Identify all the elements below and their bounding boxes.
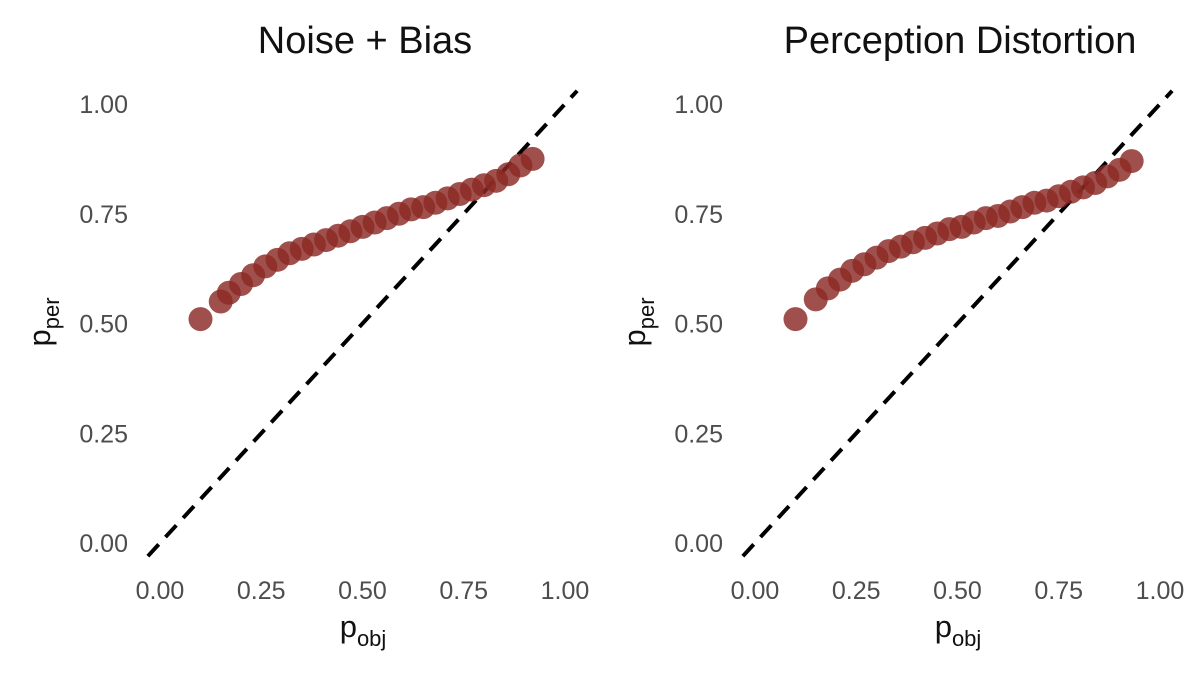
y-tick-label: 0.00	[79, 530, 128, 558]
data-point	[188, 307, 213, 332]
chart-panel-perception-distortion: Perception Distortion 0.00 0.25 0.50 0.75 1.0…	[595, 0, 1195, 675]
x-tick-label: 0.00	[731, 577, 780, 605]
y-tick-label: 0.25	[674, 420, 723, 448]
scatter-chart-perception-distortion: Perception Distortion 0.00 0.25 0.50 0.75 1.0…	[617, 20, 1185, 651]
chart-panel-noise-bias: Noise + Bias 0.00 0.25 0.50 0.75 1.00 0.00 0.25…	[22, 20, 590, 651]
x-axis-label: pobj	[935, 609, 982, 651]
x-tick-label: 1.00	[1136, 577, 1185, 605]
chart-title: Perception Distortion	[784, 20, 1137, 62]
x-tick-label: 0.75	[1034, 577, 1083, 605]
x-tick-label: 0.75	[439, 577, 488, 605]
x-tick-label: 0.25	[832, 577, 881, 605]
x-tick-label: 0.50	[933, 577, 982, 605]
data-point	[1119, 149, 1144, 174]
y-tick-label: 0.50	[674, 311, 723, 339]
y-axis-label: pper	[22, 297, 64, 346]
y-tick-label: 1.00	[79, 91, 128, 119]
x-axis-label: pobj	[340, 609, 387, 651]
y-tick-label: 0.00	[674, 530, 723, 558]
scatter-chart-noise-bias: Noise + Bias 0.00 0.25 0.50 0.75 1.00 0.00 0.25…	[22, 20, 590, 651]
y-tick-label: 1.00	[674, 91, 723, 119]
data-point	[520, 146, 545, 171]
y-tick-label: 0.25	[79, 420, 128, 448]
data-point	[783, 307, 808, 332]
y-tick-label: 0.75	[79, 201, 128, 229]
x-tick-label: 1.00	[541, 577, 590, 605]
y-axis-label: pper	[617, 297, 659, 346]
x-tick-label: 0.25	[237, 577, 286, 605]
y-tick-label: 0.50	[79, 311, 128, 339]
reference-line-identity	[741, 89, 1174, 558]
x-tick-label: 0.00	[136, 577, 185, 605]
y-tick-label: 0.75	[674, 201, 723, 229]
chart-title: Noise + Bias	[258, 20, 472, 62]
x-tick-label: 0.50	[338, 577, 387, 605]
